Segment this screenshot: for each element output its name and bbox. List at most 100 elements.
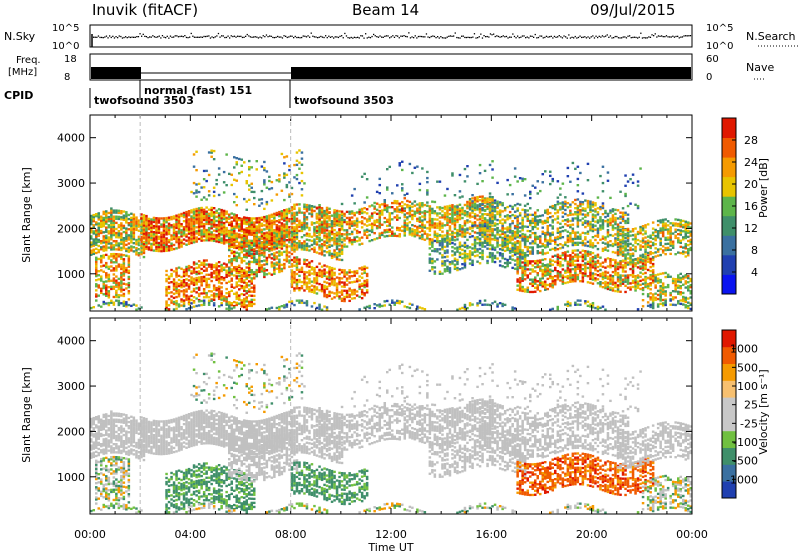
power-cell [90, 245, 93, 248]
power-cell [476, 254, 479, 257]
power-cell [152, 220, 156, 224]
nsky-point [315, 36, 317, 38]
power-cell [448, 269, 452, 272]
power-cell [273, 256, 276, 259]
power-cell [325, 295, 329, 299]
power-cell [278, 219, 281, 222]
power-cell [290, 222, 294, 225]
power-cell [253, 229, 256, 232]
power-cell [315, 217, 319, 220]
power-cell [544, 211, 547, 214]
power-cell [185, 215, 188, 218]
power-cell [488, 225, 492, 228]
power-cell [486, 229, 489, 232]
power-cell [97, 216, 101, 219]
power-cell [140, 253, 143, 256]
power-cell [493, 248, 497, 251]
power-cell [187, 220, 191, 223]
nsky-point [181, 35, 183, 37]
power-cell [135, 243, 138, 246]
power-cell [378, 222, 382, 225]
power-cell [436, 226, 439, 229]
power-cell [315, 225, 319, 228]
power-cell [546, 241, 550, 244]
power-cell [343, 233, 346, 236]
power-cell [233, 250, 236, 254]
power-cell [285, 235, 289, 238]
power-cell [255, 246, 259, 249]
power-cell [160, 247, 163, 251]
power-cell [140, 219, 143, 222]
power-cell [574, 243, 577, 247]
power-cell [300, 285, 304, 288]
power-cell [536, 252, 540, 255]
power-cell [305, 234, 309, 237]
power-cell [403, 203, 407, 206]
power-cell [172, 282, 176, 285]
power-cell [205, 210, 208, 213]
power-cell [217, 234, 221, 238]
power-cell [165, 239, 168, 242]
power-cell [513, 241, 517, 244]
nsky-point [448, 35, 450, 37]
power-cell [253, 227, 256, 230]
power-cell [228, 236, 231, 239]
power-cell [150, 236, 153, 240]
power-cell [433, 248, 437, 251]
power-cell [360, 290, 364, 294]
power-cell [95, 289, 98, 292]
power-cell [564, 202, 567, 205]
power-cell [150, 226, 153, 229]
power-cell [491, 256, 494, 259]
power-cell [576, 211, 580, 214]
power-cell [197, 221, 201, 224]
power-cell [360, 266, 364, 269]
power-cell [526, 248, 530, 251]
power-cell [308, 290, 311, 293]
power-cell [202, 261, 206, 264]
power-cell [197, 270, 201, 273]
power-cell [313, 209, 316, 213]
power-cell [609, 217, 612, 220]
power-cell [345, 229, 349, 232]
power-cell [273, 272, 276, 275]
power-cell [624, 234, 627, 237]
nsky-point [125, 36, 127, 38]
power-cell [152, 249, 156, 252]
power-cell [165, 221, 168, 224]
power-cell [275, 237, 279, 240]
nsky-point [291, 35, 293, 37]
power-cell [506, 258, 509, 262]
power-cell [300, 270, 304, 274]
power-cell [245, 237, 249, 240]
power-cell [338, 276, 341, 280]
power-cell [614, 239, 617, 242]
power-cell [478, 205, 482, 208]
power-cell [569, 232, 572, 235]
power-cell [451, 216, 454, 219]
power-cell [230, 264, 234, 267]
power-cell [207, 273, 211, 276]
power-cell [601, 204, 605, 208]
power-cell [97, 218, 101, 221]
power-cell [238, 302, 241, 305]
power-cell [102, 210, 106, 214]
power-cell [396, 206, 399, 209]
power-cell [431, 245, 434, 248]
power-cell [303, 213, 306, 217]
power-cell [345, 216, 349, 220]
power-cell [335, 258, 339, 261]
power-cell [125, 213, 128, 216]
power-cell [323, 290, 326, 294]
power-cell [335, 237, 339, 240]
nsky-point [253, 36, 255, 38]
nsky-point [206, 35, 208, 37]
power-cell [295, 211, 299, 214]
power-cell [458, 209, 462, 213]
power-cell [501, 242, 504, 246]
power-cell [187, 301, 191, 305]
power-cell [167, 230, 171, 234]
power-cell [248, 225, 251, 228]
power-cell [258, 270, 261, 274]
power-cell [473, 206, 477, 210]
